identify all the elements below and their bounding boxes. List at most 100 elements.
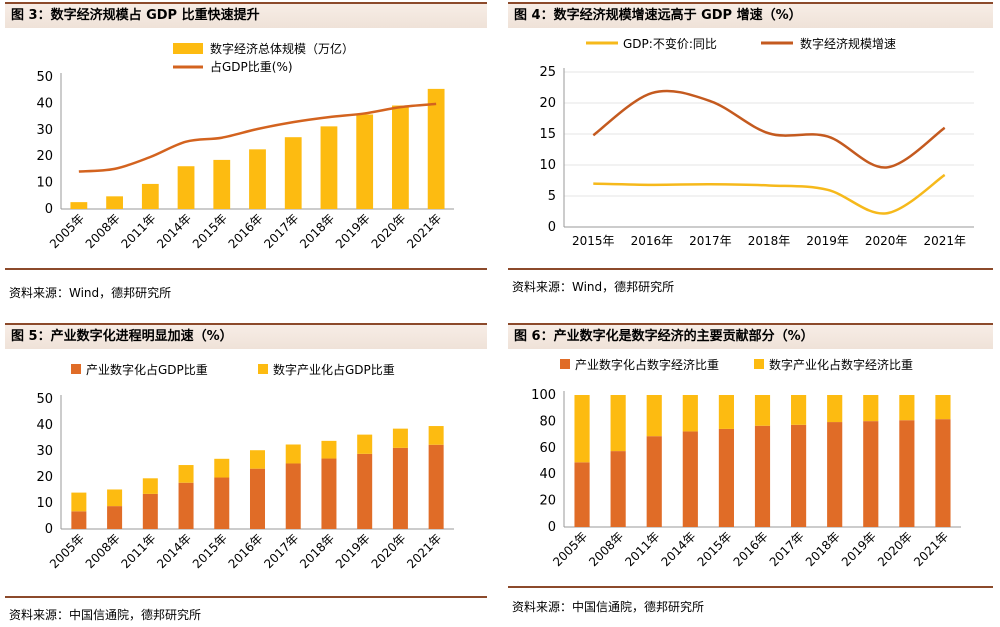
legend-swatch-1-bar (173, 43, 203, 54)
bar-3-bottom-10 (428, 444, 444, 529)
y-tick-label-3-2: 20 (36, 470, 53, 485)
x-tick-label-4-2: 2011年 (622, 529, 662, 569)
bar-4-top-2 (646, 395, 662, 437)
y-tick-label-2-3: 15 (539, 127, 556, 142)
legend-swatch-4-1 (754, 359, 764, 369)
bar-1-3 (177, 166, 195, 209)
x-tick-label-2-4: 2019年 (806, 234, 849, 248)
legend-label-3-0: 产业数字化占GDP比重 (86, 362, 208, 377)
bar-3-bottom-8 (357, 453, 373, 529)
bar-3-top-8 (357, 434, 373, 454)
x-tick-label-1-8: 2019年 (333, 211, 373, 251)
x-tick-label-4-6: 2017年 (767, 529, 807, 569)
chart-3-svg: 产业数字化占GDP比重 数字产业化占GDP比重010203040502005年20… (36, 362, 454, 571)
bar-4-bottom-4 (718, 428, 734, 527)
y-tick-label-4-5: 100 (531, 388, 556, 403)
x-tick-label-4-0: 2005年 (550, 529, 590, 569)
x-tick-label-3-9: 2020年 (369, 531, 409, 571)
chart-panel-3: 图 5：产业数字化进程明显加速（%） 产业数字化占GDP比重 数字产业化占GDP比… (5, 323, 487, 625)
x-tick-label-3-8: 2019年 (333, 531, 373, 571)
x-tick-label-1-4: 2015年 (190, 211, 230, 251)
series-line-1 (78, 102, 437, 173)
bar-4-bottom-8 (863, 421, 879, 527)
x-tick-label-1-1: 2008年 (83, 211, 123, 251)
bar-1-10 (427, 88, 445, 209)
y-tick-label-1-2: 20 (36, 149, 53, 164)
bar-4-top-6 (791, 395, 807, 425)
bar-1-0 (70, 202, 88, 209)
y-tick-label-3-5: 50 (36, 392, 53, 407)
x-tick-label-4-4: 2015年 (695, 529, 735, 569)
bar-3-top-9 (392, 428, 408, 448)
x-tick-label-1-2: 2011年 (118, 211, 158, 251)
x-tick-label-4-10: 2021年 (911, 529, 951, 569)
x-tick-label-3-7: 2018年 (297, 531, 337, 571)
y-tick-label-2-4: 20 (539, 96, 556, 111)
bar-4-top-1 (610, 395, 626, 452)
y-tick-label-1-5: 50 (36, 70, 53, 85)
chart-title-2: 图 4：数字经济规模增速远高于 GDP 增速（%） (508, 2, 993, 28)
bar-4-bottom-1 (610, 451, 626, 527)
bar-4-bottom-0 (574, 462, 590, 527)
bar-4-top-10 (935, 395, 951, 420)
bar-4-bottom-6 (791, 424, 807, 527)
y-tick-label-1-1: 10 (36, 176, 53, 191)
x-tick-label-3-1: 2008年 (83, 531, 123, 571)
bar-3-bottom-2 (142, 493, 158, 529)
y-tick-label-2-2: 10 (539, 158, 556, 173)
chart-title-4: 图 6：产业数字化是数字经济的主要贡献部分（%） (508, 323, 993, 349)
bar-4-top-8 (863, 395, 879, 422)
legend-label-1-bar: 数字经济总体规模（万亿） (210, 41, 354, 56)
bar-3-top-0 (71, 492, 87, 512)
legend-swatch-3-0 (71, 364, 81, 374)
bar-3-bottom-4 (214, 477, 230, 529)
bar-4-top-5 (754, 395, 771, 426)
chart-title-3: 图 5：产业数字化进程明显加速（%） (5, 323, 487, 349)
chart-source-4: 资料来源：中国信通院，德邦研究所 (512, 600, 705, 614)
legend-label-2-gdp: GDP:不变价:同比 (623, 36, 717, 51)
x-tick-label-1-10: 2021年 (404, 211, 444, 251)
y-tick-label-2-5: 25 (539, 65, 556, 80)
y-tick-label-3-1: 10 (36, 496, 53, 511)
legend-label-4-1: 数字产业化占数字经济比重 (769, 357, 913, 372)
x-tick-label-2-1: 2016年 (631, 234, 674, 248)
x-tick-label-3-5: 2016年 (226, 531, 266, 571)
bar-4-bottom-5 (754, 425, 771, 527)
bar-4-top-0 (574, 395, 590, 463)
bar-4-top-3 (682, 395, 698, 432)
bar-1-7 (320, 126, 338, 209)
bar-3-bottom-7 (321, 458, 337, 529)
bar-4-bottom-2 (646, 436, 662, 527)
bar-3-top-1 (107, 489, 123, 507)
y-tick-label-3-3: 30 (36, 444, 53, 459)
y-tick-label-4-1: 20 (539, 494, 556, 509)
legend-label-2-digital: 数字经济规模增速 (800, 36, 896, 51)
series-line-2-0 (593, 173, 946, 215)
y-tick-label-1-4: 40 (36, 96, 53, 111)
y-tick-label-3-0: 0 (45, 522, 53, 537)
bar-3-bottom-5 (249, 468, 266, 529)
x-tick-label-2-5: 2020年 (865, 234, 908, 248)
bar-4-bottom-7 (827, 422, 843, 527)
x-tick-label-4-8: 2019年 (839, 529, 879, 569)
x-tick-label-3-0: 2005年 (47, 531, 87, 571)
legend-label-3-1: 数字产业化占GDP比重 (273, 362, 395, 377)
x-tick-label-1-7: 2018年 (297, 211, 337, 251)
bar-3-top-2 (142, 478, 158, 494)
bar-3-bottom-0 (71, 511, 87, 529)
x-tick-label-3-6: 2017年 (261, 531, 301, 571)
bar-3-top-7 (321, 440, 337, 459)
x-tick-label-4-1: 2008年 (586, 529, 626, 569)
chart-title-1: 图 3：数字经济规模占 GDP 比重快速提升 (5, 2, 487, 28)
series-line-2-1 (592, 89, 946, 169)
bar-3-top-4 (214, 458, 230, 478)
y-tick-label-4-3: 60 (539, 441, 556, 456)
y-tick-label-4-0: 0 (548, 520, 556, 535)
bar-1-9 (392, 105, 409, 209)
bar-3-bottom-6 (285, 463, 301, 529)
y-tick-label-2-0: 0 (548, 220, 556, 235)
bar-3-bottom-9 (392, 447, 408, 529)
chart-2-svg: GDP:不变价:同比 数字经济规模增速 0 5 10 15 20 25 2015年 2016年 20… (539, 36, 974, 248)
chart-1-svg: 数字经济总体规模（万亿） 占GDP比重(%) 0 10 20 30 40 50 2005年200… (36, 41, 454, 251)
x-tick-label-2-3: 2018年 (748, 234, 791, 248)
